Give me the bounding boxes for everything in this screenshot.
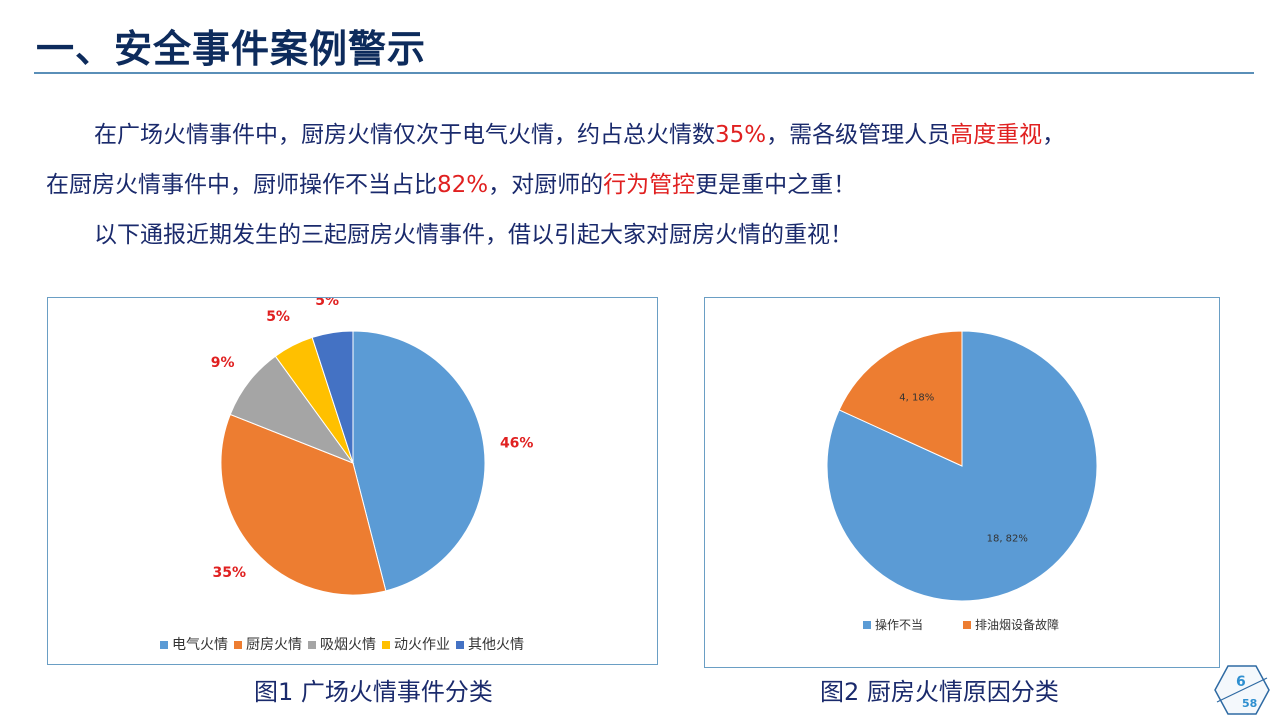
highlight: 行为管控 <box>603 172 696 198</box>
legend-item: 排油烟设备故障 <box>963 616 1059 633</box>
data-label: 18, 82% <box>987 533 1028 544</box>
highlight: 35% <box>715 122 767 148</box>
paragraph-line-2: 在厨房火情事件中，厨师操作不当占比82%，对厨师的行为管控更是重中之重！ <box>46 170 1246 200</box>
data-label: 46% <box>500 435 534 451</box>
text: ，对厨师的 <box>488 172 604 198</box>
chart-caption-1: 图1 广场火情事件分类 <box>254 678 493 706</box>
data-label: 5% <box>266 309 290 325</box>
paragraph-line-3: 以下通报近期发生的三起厨房火情事件，借以引起大家对厨房火情的重视！ <box>94 222 853 248</box>
legend-item: 厨房火情 <box>234 634 302 654</box>
page-number-badge: 6 58 <box>1214 665 1270 715</box>
text: 在厨房火情事件中，厨师操作不当占比 <box>46 172 437 198</box>
pie-chart-1: 46% 35% 9% 5% 5% <box>211 293 534 596</box>
legend-item: 动火作业 <box>382 634 450 654</box>
data-label: 9% <box>211 355 235 371</box>
legend-item: 操作不当 <box>863 616 923 633</box>
text: 更是重中之重！ <box>695 172 857 198</box>
legend-item: 其他火情 <box>456 634 524 654</box>
legend-1: 电气火情 厨房火情 吸烟火情 动火作业 其他火情 <box>160 634 524 654</box>
pie-slice-4 <box>311 330 354 464</box>
data-label: 5% <box>315 298 339 309</box>
data-label: 35% <box>212 565 246 581</box>
pie-chart-2: 18, 82% 4, 18% <box>826 330 1098 602</box>
chart-panel-1: 46% 35% 9% 5% 5% 电气火情 厨房火情 吸烟火情 动火作业 其他火情 <box>47 293 658 665</box>
title-divider <box>34 72 1254 74</box>
page-total: 58 <box>1242 697 1257 710</box>
legend-item: 吸烟火情 <box>308 634 376 654</box>
legend-item: 电气火情 <box>160 634 228 654</box>
highlight: 高度重视 <box>950 122 1043 148</box>
pie-slice-1 <box>220 413 387 596</box>
highlight: 82% <box>437 172 489 198</box>
chart-panel-2: 18, 82% 4, 18% 操作不当 排油烟设备故障 <box>704 297 1220 668</box>
legend-2: 操作不当 排油烟设备故障 <box>863 616 1059 633</box>
text: 在广场火情事件中，厨房火情仅次于电气火情，约占总火情数 <box>94 122 715 148</box>
paragraph-line-1: 在广场火情事件中，厨房火情仅次于电气火情，约占总火情数35%，需各级管理人员高度… <box>46 120 1246 150</box>
page-current: 6 <box>1236 674 1246 690</box>
pie-slice-0 <box>352 330 486 592</box>
pie-slice-1 <box>838 330 963 467</box>
chart-caption-2: 图2 厨房火情原因分类 <box>820 678 1059 706</box>
text: ，需各级管理人员 <box>766 122 951 148</box>
text: ， <box>1042 122 1066 148</box>
data-label: 4, 18% <box>899 393 934 404</box>
page-title: 一、安全事件案例警示 <box>36 27 427 71</box>
